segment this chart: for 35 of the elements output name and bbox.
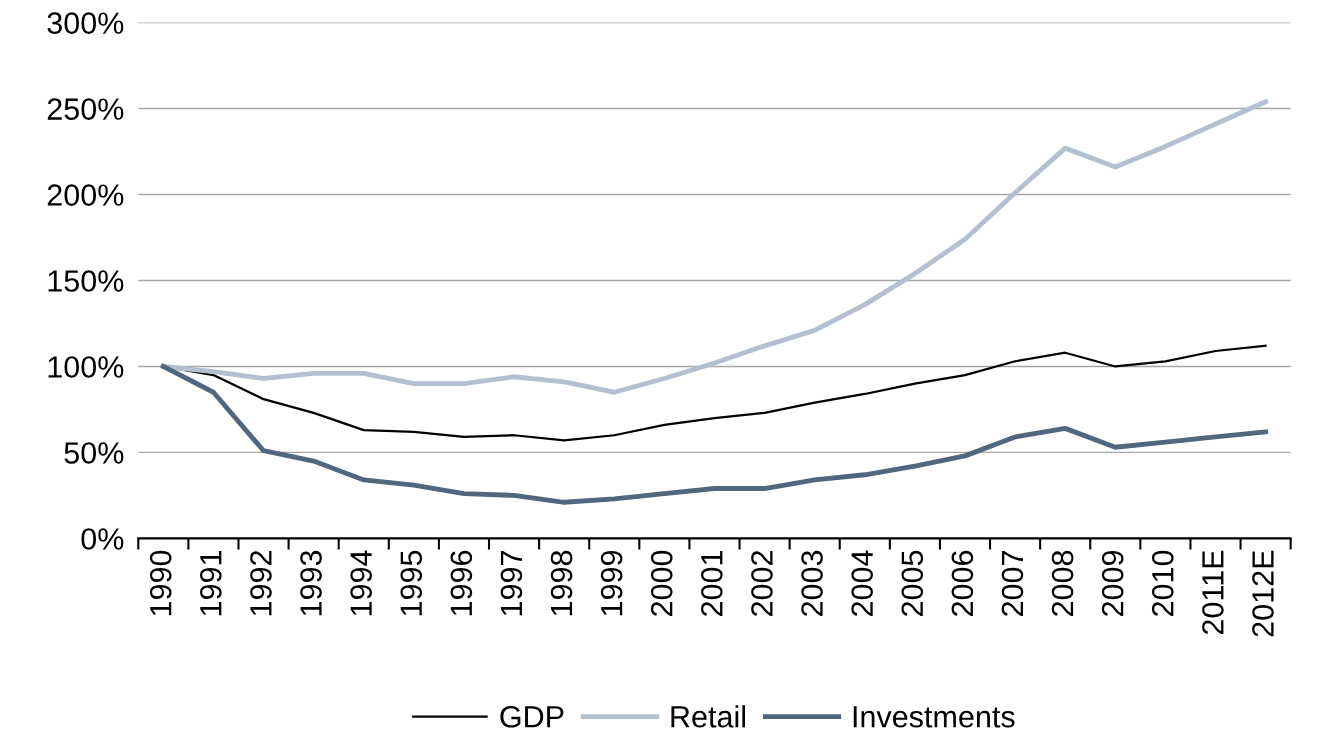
x-tick-label: 2007 bbox=[1001, 551, 1024, 616]
line-series bbox=[160, 364, 1269, 505]
y-tick-label: 300% bbox=[47, 12, 124, 34]
x-tick-label: 1990 bbox=[149, 550, 172, 616]
y-tick-label: 200% bbox=[47, 184, 124, 206]
x-tick-label: 2005 bbox=[901, 550, 924, 616]
y-tick-label: 100% bbox=[48, 356, 124, 378]
x-tick-label: 1993 bbox=[300, 550, 322, 616]
x-tick-label: 2003 bbox=[801, 550, 823, 616]
x-tick-label: 1995 bbox=[400, 550, 423, 616]
x-tick-label: 2002 bbox=[751, 551, 773, 616]
x-tick-label: 2004 bbox=[851, 550, 873, 616]
legend-label: GDP bbox=[500, 705, 564, 728]
y-tick-label: 0% bbox=[81, 528, 124, 550]
x-tick-label: 2000 bbox=[650, 550, 673, 616]
legend-label: Retail bbox=[671, 705, 746, 728]
y-tick-label: 150% bbox=[48, 270, 124, 292]
x-tick-label: 1999 bbox=[600, 550, 623, 616]
x-tick-label: 1997 bbox=[500, 551, 523, 616]
x-tick-label: 1991 bbox=[200, 550, 222, 616]
y-tick-label: 250% bbox=[47, 98, 124, 120]
line-series bbox=[160, 99, 1269, 395]
legend-label: Investments bbox=[853, 706, 1015, 728]
x-tick-label: 2001 bbox=[701, 550, 723, 616]
x-tick-label: 1992 bbox=[250, 551, 272, 616]
x-tick-label: 2009 bbox=[1101, 550, 1124, 616]
x-tick-label: 1994 bbox=[350, 550, 372, 616]
y-tick-label: 50% bbox=[64, 442, 124, 464]
x-tick-label: 2010 bbox=[1151, 550, 1174, 616]
x-tick-label: 2011E bbox=[1202, 550, 1224, 635]
x-tick-label: 1996 bbox=[450, 550, 473, 616]
x-tick-label: 2012E bbox=[1252, 550, 1274, 637]
x-tick-label: 2006 bbox=[951, 550, 974, 616]
x-tick-label: 2008 bbox=[1051, 550, 1074, 616]
x-tick-label: 1998 bbox=[550, 550, 573, 616]
